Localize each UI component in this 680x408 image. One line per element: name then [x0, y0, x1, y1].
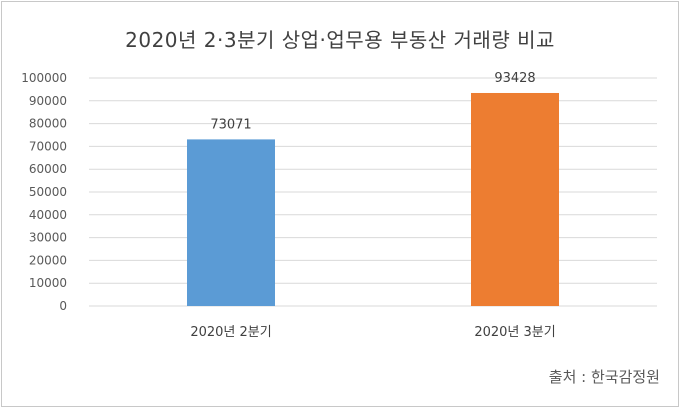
data-label: 93428 [494, 71, 535, 86]
y-tick-label: 50000 [29, 185, 67, 199]
y-tick-label: 10000 [29, 276, 67, 290]
y-tick-label: 60000 [29, 162, 67, 176]
x-category-label: 2020년 3분기 [474, 325, 555, 340]
data-label: 73071 [210, 117, 251, 132]
y-tick-label: 30000 [29, 231, 67, 245]
y-tick-label: 70000 [29, 139, 67, 153]
bar [471, 92, 559, 306]
y-tick-label: 100000 [21, 71, 67, 85]
y-tick-label: 90000 [29, 94, 67, 108]
y-tick-label: 20000 [29, 253, 67, 267]
y-tick-label: 40000 [29, 208, 67, 222]
y-tick-label: 0 [59, 299, 67, 313]
bar [187, 139, 275, 306]
source-note: 출처 : 한국감정원 [548, 368, 660, 386]
x-category-label: 2020년 2분기 [190, 325, 271, 340]
chart-title: 2020년 2·3분기 상업·업무용 부동산 거래량 비교 [125, 28, 555, 52]
y-tick-label: 80000 [29, 117, 67, 131]
